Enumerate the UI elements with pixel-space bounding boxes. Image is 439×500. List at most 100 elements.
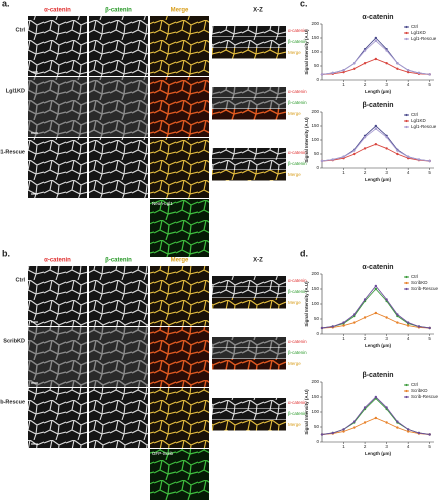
inset-label: GFP-Scrib [152,451,173,456]
data-point [417,431,421,435]
data-point [363,62,367,65]
chart-title: β-catenin [362,102,393,109]
x-tick-label: 5 [428,336,431,341]
xz-label: Merge [288,111,301,116]
data-point [374,143,378,146]
inset-micrograph [150,199,209,257]
data-point [396,67,399,71]
x-axis-label: Length (μm) [365,177,391,182]
xz-label: α-catenin [288,278,307,283]
x-tick-label: 2 [364,170,367,175]
x-tick-label: 4 [407,82,410,87]
xz-label: α-catenin [288,150,307,155]
row-label: Scrib-Rescue [0,399,25,405]
legend-marker [405,125,408,129]
xz-strip [212,109,286,120]
x-tick-label: 3 [385,170,388,175]
xz-label: β-catenin [288,289,307,294]
x-tick-label: 1 [342,82,345,87]
data-point [396,149,399,152]
xz-strip [212,398,286,409]
chart-title: β-catenin [362,372,393,379]
xz-strip [212,287,286,298]
x-tick-label: 4 [407,170,410,175]
legend-label: ScribKD [411,388,428,393]
data-point [353,67,356,71]
data-point [353,426,356,429]
y-tick-label: 50 [314,63,320,68]
data-point [417,71,421,75]
legend-marker [405,281,408,285]
x-tick-label: 5 [428,444,431,449]
xz-strip [212,337,286,348]
legend-marker [405,383,408,387]
series-line [321,312,430,329]
data-point [342,321,345,324]
micrograph [89,266,148,326]
series-line [321,288,430,329]
data-point [385,298,388,301]
data-point [374,395,378,399]
data-point [385,147,388,150]
data-point [374,57,378,61]
row-label: Ctrl [16,27,26,33]
data-point [363,316,367,319]
data-point [417,325,421,328]
x-tick-label: 5 [428,82,431,87]
column-header: α-catenin [44,8,71,14]
micrograph [28,327,87,387]
data-point [353,149,356,152]
data-point [331,325,334,328]
data-point [406,69,410,72]
micrograph [89,388,148,448]
y-tick-label: 100 [311,301,319,306]
legend-label: Ctrl [411,24,418,29]
micrograph [28,138,87,198]
data-point [385,406,388,409]
x-tick-label: 1 [342,336,345,341]
y-tick-label: 50 [314,151,320,156]
xz-strip [212,26,286,37]
data-point [385,316,388,319]
data-point [374,416,378,420]
x-tick-label: 1 [342,170,345,175]
xz-strip [212,48,286,59]
data-point [406,324,410,327]
data-point [417,158,421,161]
legend-label: Ctrl [411,382,418,387]
xz-strip [212,37,286,48]
xz-strip [212,348,286,359]
xz-title: X-Z [253,258,263,264]
data-point [428,73,431,76]
series-line [321,285,430,329]
data-point [428,159,431,163]
data-point [342,324,345,327]
series-line [321,417,430,435]
xz-strip [212,98,286,109]
panel-label: a. [2,0,10,8]
x-tick-label: 4 [407,336,410,341]
legend-marker [405,287,408,291]
row-label: Lgl1KD [6,88,25,94]
legend-label: ScribKD [411,280,428,285]
y-tick-label: 150 [311,35,319,40]
x-tick-label: 2 [364,444,367,449]
data-point [385,49,388,52]
micrograph [28,16,87,76]
x-tick-label: 2 [364,82,367,87]
data-point [353,420,356,423]
xz-strip [212,148,286,159]
xz-label: Merge [288,50,301,55]
xz-label: β-catenin [288,39,307,44]
y-tick-label: 50 [314,424,320,429]
y-tick-label: 50 [314,316,320,321]
data-point [342,155,345,158]
micrograph [150,388,209,448]
legend-marker [405,395,408,399]
y-tick-label: 100 [311,409,319,414]
micrograph [150,327,209,387]
micrograph [28,388,87,448]
chart-title: α-catenin [362,264,393,271]
y-tick-label: 200 [311,271,319,276]
